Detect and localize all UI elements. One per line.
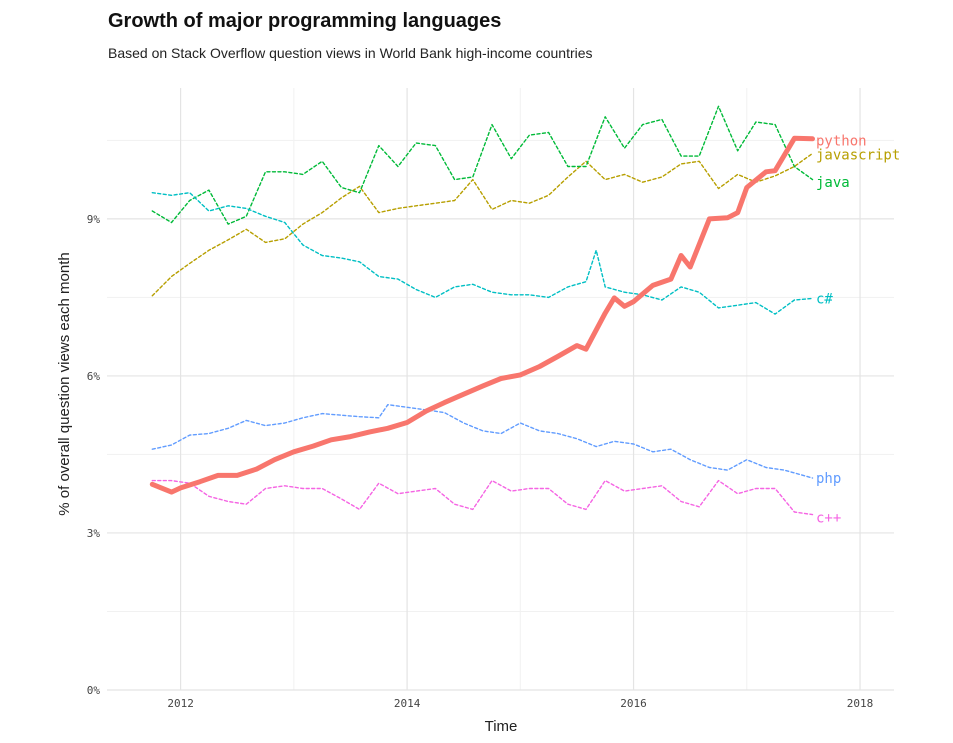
y-tick-label: 3% bbox=[87, 527, 101, 540]
series-label: javascript bbox=[816, 147, 900, 163]
y-tick-label: 6% bbox=[87, 370, 101, 383]
axes: 2012 2014 2016 2018 0% 3% 6% 9% bbox=[87, 213, 874, 710]
series-line-php bbox=[151, 404, 814, 479]
series-line-cpp bbox=[151, 479, 814, 516]
chart-subtitle: Based on Stack Overflow question views i… bbox=[108, 45, 593, 61]
series-label: c++ bbox=[816, 510, 841, 526]
x-tick-label: 2012 bbox=[167, 697, 194, 710]
series-label: python bbox=[816, 133, 867, 149]
x-axis-title: Time bbox=[485, 718, 518, 735]
series-label: php bbox=[816, 471, 841, 487]
chart-title: Growth of major programming languages bbox=[108, 10, 502, 32]
series-lines bbox=[149, 105, 815, 516]
x-tick-label: 2018 bbox=[847, 697, 874, 710]
series-line-python bbox=[149, 135, 815, 495]
series-label: c# bbox=[816, 291, 833, 307]
series-label: java bbox=[816, 175, 850, 191]
y-axis-title: % of overall question views each month bbox=[56, 252, 73, 515]
series-line-java bbox=[151, 105, 814, 225]
x-tick-label: 2016 bbox=[620, 697, 647, 710]
grid-lines bbox=[107, 88, 894, 691]
y-tick-label: 9% bbox=[87, 213, 101, 226]
x-tick-label: 2014 bbox=[394, 697, 421, 710]
series-line-csharp bbox=[151, 192, 814, 315]
y-tick-label: 0% bbox=[87, 684, 101, 697]
series-line-javascript bbox=[151, 152, 814, 297]
